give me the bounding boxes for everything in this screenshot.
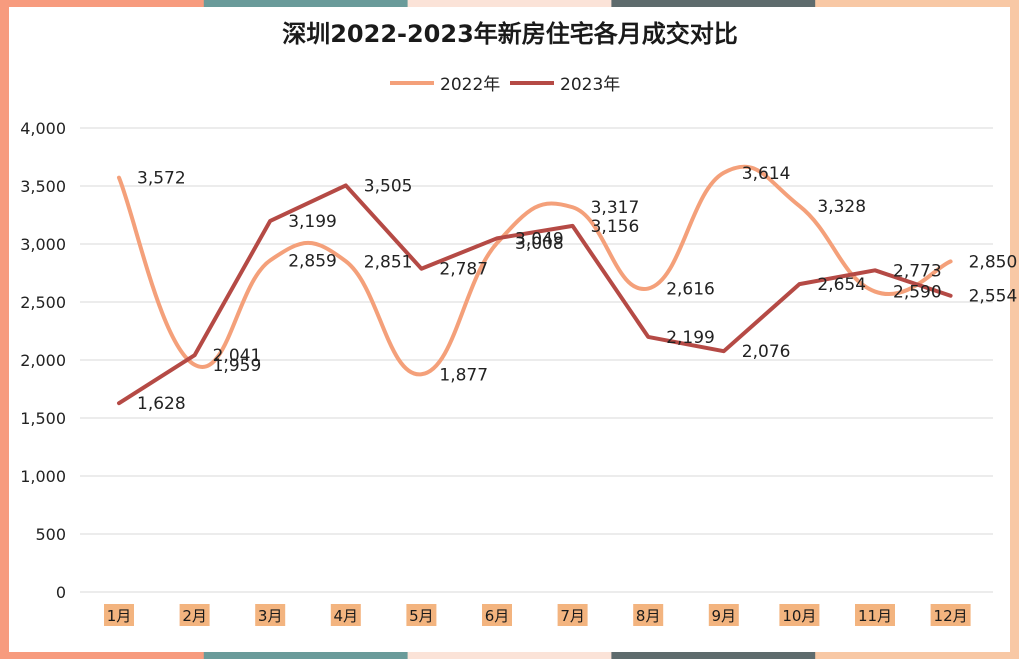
data-label-2022: 2,859 <box>288 251 337 271</box>
legend-label-2023: 2023年 <box>560 75 620 95</box>
border-top-segment <box>611 0 817 7</box>
data-label-2023: 3,156 <box>591 217 640 237</box>
data-label-2023: 2,199 <box>666 328 715 348</box>
x-category-label: 5月 <box>409 607 434 625</box>
border-bottom-segment <box>815 652 1019 659</box>
data-label-2022: 2,851 <box>364 252 413 272</box>
x-category-label: 10月 <box>782 607 816 625</box>
data-label-2022: 1,877 <box>439 365 488 385</box>
data-label-2022: 3,317 <box>591 198 640 218</box>
x-category-label-bg <box>930 604 971 626</box>
data-label-2022: 3,572 <box>137 169 186 189</box>
y-tick-label: 3,000 <box>20 235 66 254</box>
x-category-label: 1月 <box>107 607 132 625</box>
gridlines <box>80 127 993 593</box>
border-right <box>1010 0 1019 659</box>
series-line-2022 <box>117 164 953 377</box>
border-bottom-segment <box>611 652 817 659</box>
data-label-2023: 2,041 <box>213 346 262 366</box>
y-tick-label: 1,000 <box>20 467 66 486</box>
border-top-segment <box>407 0 613 7</box>
x-category-label-bg <box>330 604 361 626</box>
data-label-2023: 3,049 <box>515 229 564 249</box>
data-label-2023: 2,787 <box>439 260 488 280</box>
x-category-label: 11月 <box>858 607 892 625</box>
data-label-2022: 1,959 <box>213 356 262 376</box>
y-tick-label: 2,500 <box>20 293 66 312</box>
y-tick-label: 1,500 <box>20 409 66 428</box>
data-label-2022: 2,590 <box>893 283 942 303</box>
x-category-label-bg <box>855 604 895 626</box>
x-category-label: 3月 <box>258 607 283 625</box>
border-left <box>0 0 9 659</box>
y-axis-tick-labels: 0 500 1,000 1,500 2,000 2,500 3,000 3,500 4,000 <box>20 119 66 602</box>
data-label-2023: 2,654 <box>817 275 866 295</box>
data-label-2023: 3,199 <box>288 212 337 232</box>
legend: 2022年 2023年 <box>390 75 620 95</box>
data-label-2022: 2,616 <box>666 280 715 300</box>
x-category-label-bg <box>779 604 820 626</box>
x-category-label: 6月 <box>485 607 510 625</box>
x-category-label-bg <box>255 604 286 626</box>
x-category-label: 7月 <box>560 607 585 625</box>
border-top-segment <box>815 0 1019 7</box>
x-category-label-bg <box>104 604 134 626</box>
data-label-2023: 3,505 <box>364 176 413 196</box>
x-category-label-bg <box>406 604 437 626</box>
border-top-segment <box>0 0 205 7</box>
border-bottom-segment <box>203 652 409 659</box>
data-label-2023: 1,628 <box>137 394 186 414</box>
series-line-2023 <box>117 183 953 406</box>
x-category-label: 12月 <box>934 607 968 625</box>
series-lines <box>117 164 953 406</box>
data-labels: 3,572 1,959 2,859 2,851 1,877 3,008 3,317 2,616… <box>137 164 1017 414</box>
x-category-label-bg <box>633 604 664 626</box>
chart-title: 深圳2022-2023年新房住宅各月成交对比 <box>282 20 738 48</box>
data-label-2023: 2,773 <box>893 261 942 281</box>
data-label-2022: 3,614 <box>742 164 791 184</box>
border-bottom-segment <box>407 652 613 659</box>
y-tick-label: 0 <box>56 583 66 602</box>
y-tick-label: 500 <box>35 525 66 544</box>
x-category-label-bg <box>482 604 512 626</box>
legend-label-2022: 2022年 <box>440 75 500 95</box>
data-label-2023: 2,076 <box>742 342 791 362</box>
y-tick-label: 3,500 <box>20 177 66 196</box>
x-category-label: 2月 <box>182 607 207 625</box>
data-label-2022: 3,328 <box>817 197 866 217</box>
x-category-label: 4月 <box>334 607 359 625</box>
data-label-2023: 2,554 <box>969 287 1018 307</box>
border-top-segment <box>203 0 409 7</box>
y-tick-label: 4,000 <box>20 119 66 138</box>
x-category-label-bg <box>179 604 210 626</box>
x-category-label: 9月 <box>712 607 737 625</box>
x-category-label-bg <box>557 604 588 626</box>
data-label-2022: 2,850 <box>969 252 1018 272</box>
x-category-label-bg <box>708 604 739 626</box>
border-bottom-segment <box>0 652 205 659</box>
x-axis-category-labels: 1月 2月 3月 4月 5月 6月 7月 8月 9月 10月 11月 12月 <box>104 604 971 626</box>
data-label-2022: 3,008 <box>515 234 564 254</box>
x-category-label: 8月 <box>636 607 661 625</box>
y-tick-label: 2,000 <box>20 351 66 370</box>
